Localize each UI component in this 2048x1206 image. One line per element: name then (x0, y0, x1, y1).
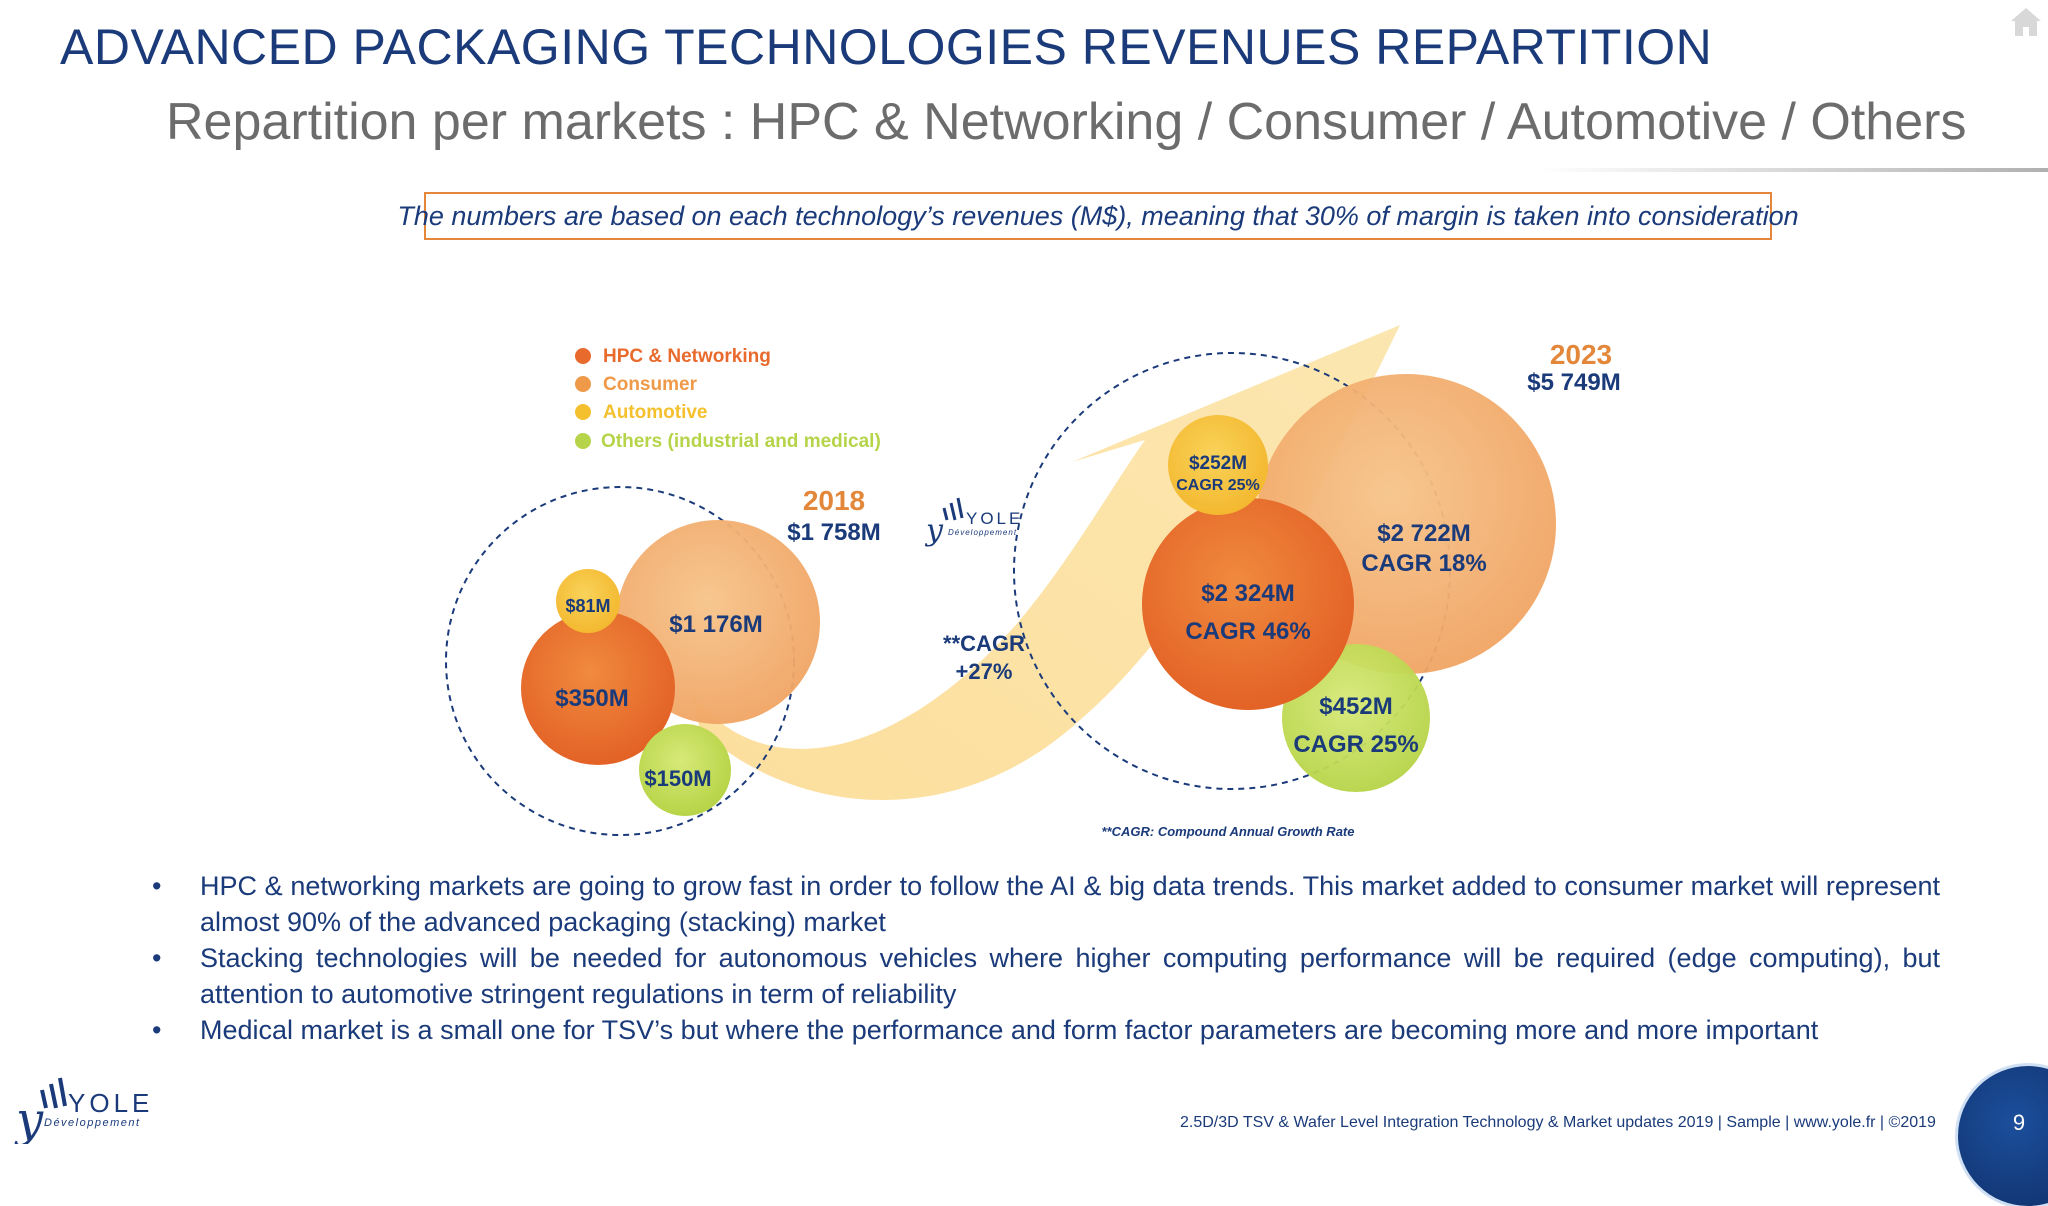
market-repartition-diagram: HPC & Networking Consumer Automotive Oth… (445, 325, 1621, 839)
year-2023: 2023 (1550, 339, 1612, 370)
label-2023-hpc-cagr: CAGR 46% (1185, 618, 1310, 645)
label-2023-others-value: $452M (1319, 693, 1392, 720)
label-2023-automotive-cagr: CAGR 25% (1176, 477, 1260, 494)
bubble-2018-others (639, 724, 731, 816)
bullet-item: Medical market is a small one for TSV’s … (140, 1012, 1940, 1048)
yole-logo-text: YOLE (966, 509, 1023, 528)
legend: HPC & Networking Consumer Automotive Oth… (575, 346, 881, 452)
note-box: The numbers are based on each technology… (397, 192, 1799, 240)
legend-dot-hpc (575, 348, 591, 364)
legend-dot-others (575, 433, 591, 449)
yole-logo-sub: Développement (948, 528, 1017, 537)
yole-logo-footer-text: YOLE (68, 1088, 153, 1118)
footer-text: 2.5D/3D TSV & Wafer Level Integration Te… (1180, 1114, 1936, 1131)
cagr-footnote: **CAGR: Compound Annual Growth Rate (1101, 824, 1354, 839)
legend-label-automotive: Automotive (603, 402, 708, 423)
total-2018: $1 758M (787, 519, 880, 546)
page-title: ADVANCED PACKAGING TECHNOLOGIES REVENUES… (60, 19, 1713, 75)
label-2023-hpc-value: $2 324M (1201, 580, 1294, 607)
bullet-list: HPC & networking markets are going to gr… (140, 868, 1940, 1048)
home-icon[interactable] (2008, 4, 2044, 40)
legend-label-others: Others (industrial and medical) (601, 431, 881, 452)
bullet-item: HPC & networking markets are going to gr… (140, 868, 1940, 940)
legend-dot-automotive (575, 404, 591, 420)
svg-text:y: y (14, 1092, 44, 1144)
bubble-2018-automotive (556, 569, 620, 633)
label-2023-consumer-value: $2 722M (1377, 520, 1470, 547)
label-2023-automotive-value: $252M (1189, 453, 1247, 474)
label-2018-hpc: $350M (555, 685, 628, 712)
label-2018-automotive: $81M (565, 596, 610, 616)
svg-text:y: y (924, 513, 944, 548)
yole-logo-footer-sub: Développement (44, 1117, 141, 1129)
cagr-value: +27% (956, 659, 1013, 684)
label-2018-others: $150M (644, 766, 711, 791)
note-text: The numbers are based on each technology… (397, 200, 1799, 231)
label-2023-consumer-cagr: CAGR 18% (1361, 550, 1486, 577)
legend-label-hpc: HPC & Networking (603, 346, 771, 367)
yole-logo-center: y YOLE Développement (924, 497, 1023, 548)
header-divider (1540, 168, 2048, 172)
page-number: 9 (2012, 1110, 2026, 1135)
bubble-2023-automotive (1168, 415, 1268, 515)
cagr-label: **CAGR (943, 631, 1025, 656)
bullet-item: Stacking technologies will be needed for… (140, 940, 1940, 1012)
group-2023: $252M CAGR 25% $2 722M CAGR 18% $2 324M … (1013, 339, 1621, 792)
yole-logo-footer: y YOLE Développement (14, 1077, 153, 1144)
label-2018-consumer: $1 176M (669, 611, 762, 638)
page-subtitle: Repartition per markets : HPC & Networki… (166, 93, 1967, 151)
bubble-2023-hpc (1142, 498, 1354, 710)
group-2018: $81M $1 176M $350M $150M 2018 $1 758M (445, 485, 881, 836)
legend-dot-consumer (575, 376, 591, 392)
label-2023-others-cagr: CAGR 25% (1293, 731, 1418, 758)
bubble-2018-hpc (521, 611, 675, 765)
legend-label-consumer: Consumer (603, 374, 698, 395)
year-2018: 2018 (803, 485, 865, 516)
total-2023: $5 749M (1527, 369, 1620, 396)
page-number-badge (1958, 1066, 2048, 1206)
